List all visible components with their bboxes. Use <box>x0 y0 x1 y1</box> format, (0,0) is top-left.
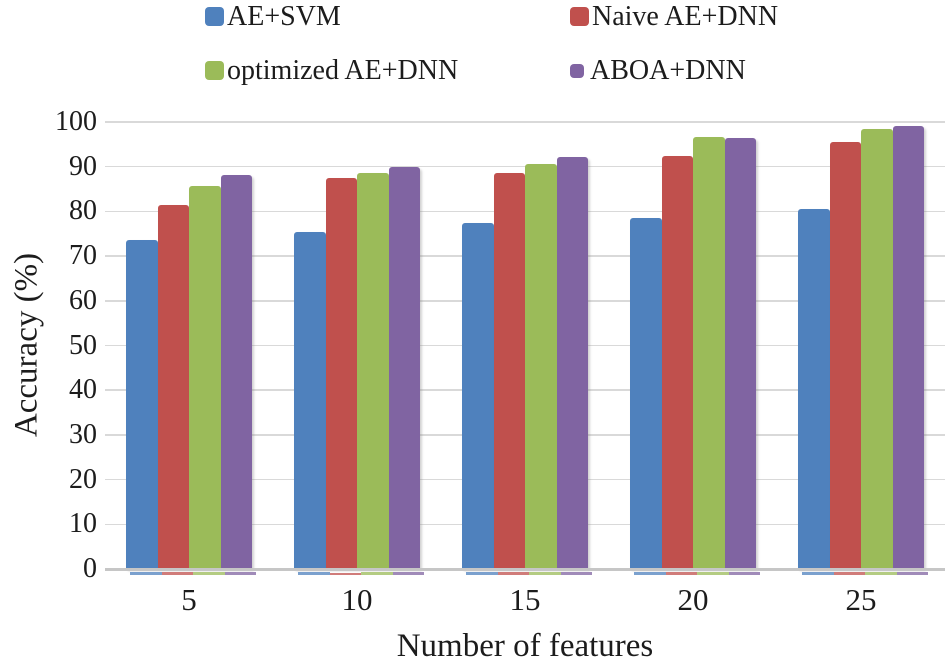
bar-aboa-dnn-x15 <box>556 156 592 576</box>
bar-aboa-dnn-x10 <box>388 166 424 576</box>
y-tick-label-70: 70 <box>69 240 97 272</box>
legend-item-ae-svm: AE+SVM <box>205 0 570 32</box>
legend-item-optimized-ae-dnn: optimized AE+DNN <box>205 54 570 86</box>
bar-ae-svm-x25 <box>798 209 833 575</box>
bar-aboa-dnn-x25 <box>892 126 928 575</box>
y-tick-label-30: 30 <box>69 418 97 450</box>
bar-naive-ae-dnn-x20 <box>661 155 697 576</box>
chart-legend: AE+SVM Naive AE+DNN optimized AE+DNN ABOA+D… <box>205 0 779 86</box>
y-tick-label-40: 40 <box>69 374 97 406</box>
bar-naive-ae-dnn-x10 <box>325 177 361 576</box>
x-tick-label-15: 15 <box>509 582 541 617</box>
gridline-y-100 <box>105 121 945 123</box>
legend-swatch-icon <box>205 7 224 26</box>
x-tick-label-5: 5 <box>181 582 197 617</box>
bar-optimized-ae-dnn-x5 <box>189 186 224 575</box>
legend-label: ABOA+DNN <box>590 54 746 86</box>
y-tick-label-20: 20 <box>69 463 97 495</box>
bar-aboa-dnn-x20 <box>724 137 760 576</box>
y-tick-label-60: 60 <box>69 284 97 316</box>
bar-ae-svm-x10 <box>294 231 329 576</box>
bar-optimized-ae-dnn-x15 <box>525 163 560 576</box>
bar-optimized-ae-dnn-x20 <box>693 137 728 575</box>
bar-ae-svm-x5 <box>126 240 161 575</box>
y-tick-label-80: 80 <box>69 195 97 227</box>
x-axis-title: Number of features <box>396 628 654 662</box>
legend-swatch-icon <box>570 63 584 78</box>
legend-label: Naive AE+DNN <box>592 0 779 32</box>
bar-optimized-ae-dnn-x10 <box>357 172 392 576</box>
x-tick-label-20: 20 <box>677 582 709 617</box>
y-tick-label-90: 90 <box>69 150 97 182</box>
y-tick-label-50: 50 <box>69 329 97 361</box>
legend-swatch-icon <box>205 61 224 80</box>
x-axis-line <box>105 568 945 571</box>
y-tick-label-10: 10 <box>69 508 97 540</box>
x-tick-label-25: 25 <box>845 582 877 617</box>
bar-ae-svm-x15 <box>462 222 497 576</box>
legend-label: optimized AE+DNN <box>227 54 459 86</box>
bar-aboa-dnn-x5 <box>220 175 256 575</box>
y-tick-label-0: 0 <box>83 553 97 584</box>
bar-naive-ae-dnn-x25 <box>829 142 865 575</box>
y-tick-label-100: 100 <box>55 106 97 137</box>
legend-swatch-icon <box>570 7 589 26</box>
bar-optimized-ae-dnn-x25 <box>861 128 896 576</box>
bar-ae-svm-x20 <box>630 218 665 575</box>
bar-naive-ae-dnn-x5 <box>157 204 193 576</box>
x-tick-label-10: 10 <box>341 582 373 617</box>
legend-item-naive-ae-dnn: Naive AE+DNN <box>570 0 779 32</box>
legend-item-aboa-dnn: ABOA+DNN <box>570 54 778 86</box>
bar-naive-ae-dnn-x15 <box>493 172 529 576</box>
legend-label: AE+SVM <box>227 0 341 32</box>
